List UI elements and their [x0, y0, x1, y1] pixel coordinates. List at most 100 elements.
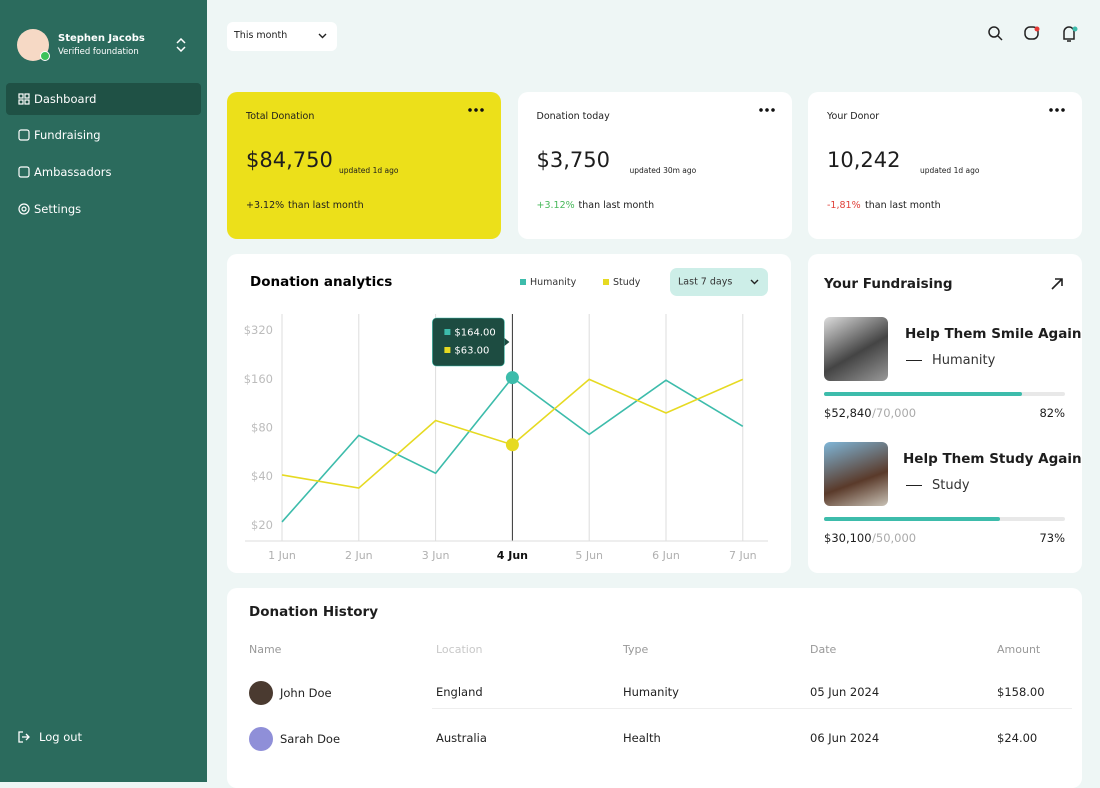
- fundraising-card: Your Fundraising Help Them Smile Again Hu…: [808, 254, 1082, 573]
- cell: 06 Jun 2024: [810, 731, 880, 745]
- cell: $158.00: [997, 685, 1045, 699]
- pulse-icon: [906, 480, 922, 492]
- range: Last 7 days: [678, 277, 732, 288]
- stat-change: +3.12%: [536, 200, 575, 211]
- x-tick-label: 3 Jun: [422, 549, 450, 562]
- column-header: Amount: [997, 643, 1041, 656]
- open-icon[interactable]: [1050, 277, 1064, 291]
- range-select[interactable]: [670, 268, 768, 296]
- progress-bar: [824, 392, 1022, 396]
- analytics-card: [227, 254, 791, 573]
- chevron: [750, 279, 759, 285]
- y-tick-label: $40: [251, 469, 273, 483]
- active-point: [505, 371, 519, 385]
- cell: 05 Jun 2024: [810, 685, 880, 699]
- campaign-category: Study: [932, 478, 970, 493]
- column-header: Name: [249, 643, 282, 656]
- progress-track: [824, 517, 1065, 521]
- cell: England: [436, 685, 483, 699]
- nav-item[interactable]: Fundraising: [34, 128, 101, 142]
- tooltip-arrow: [504, 338, 510, 346]
- nav-item[interactable]: Dashboard: [6, 83, 201, 115]
- raised: $30,100: [824, 531, 872, 545]
- x-tick-label: 4 Jun: [497, 549, 528, 562]
- more-icon[interactable]: [1048, 105, 1066, 115]
- nav-icons: [18, 93, 30, 215]
- stat-updated: updated 1d ago: [920, 166, 980, 175]
- active-point: [505, 438, 519, 452]
- logout-icon: [18, 731, 30, 743]
- goal: /50,000: [872, 531, 917, 545]
- history-card: Donation History Name Location Type Date Amo…: [227, 588, 1082, 788]
- sidebar: Stephen Jacobs Verified foundation Dashb…: [0, 0, 207, 782]
- donor-avatar: [249, 727, 273, 751]
- stat-updated: updated 1d ago: [339, 166, 399, 175]
- status-dot: [40, 51, 50, 61]
- stat-card: Donation today $3,750 updated 30m ago +3.12…: [517, 92, 792, 239]
- history-title: Donation History: [249, 604, 379, 620]
- user-role: Verified foundation: [58, 47, 139, 57]
- tooltip-label: $164.00: [454, 328, 495, 339]
- stat-title: Your Donor: [827, 111, 880, 122]
- chart-title: Donation analytics: [250, 274, 392, 290]
- row-divider: [432, 708, 1072, 709]
- nav-item[interactable]: Settings: [34, 202, 82, 216]
- stat-card: Total Donation $84,750 updated 1d ago +3.12…: [227, 92, 501, 239]
- period: This month: [234, 30, 288, 41]
- cell: Health: [623, 731, 661, 745]
- x-tick-label: 5 Jun: [575, 549, 603, 562]
- y-tick-label: $20: [251, 518, 273, 532]
- tooltip: [432, 317, 505, 367]
- period-select[interactable]: This month: [227, 22, 337, 51]
- cell: $24.00: [997, 731, 1038, 745]
- user-name: Stephen Jacobs: [58, 33, 145, 44]
- column-header: Location: [436, 643, 483, 656]
- goal: /70,000: [872, 406, 917, 420]
- progress-label: 73%: [1039, 531, 1065, 545]
- cell: John Doe: [280, 686, 332, 700]
- progress-label: 82%: [1039, 406, 1065, 420]
- column-header: Type: [623, 643, 649, 656]
- campaign-image: [824, 442, 888, 506]
- progress-track: [824, 392, 1065, 396]
- campaign-category: Humanity: [932, 353, 996, 368]
- legend-swatch: [603, 279, 609, 285]
- donor-avatar: [249, 681, 273, 705]
- legend-label: Study: [613, 277, 641, 288]
- fundraising-title: Your Fundraising: [824, 276, 953, 292]
- tooltip-swatch: [444, 347, 451, 353]
- campaign-image: [824, 317, 888, 381]
- more-icon[interactable]: [467, 105, 485, 115]
- campaign-title: Help Them Study Again: [903, 451, 1082, 467]
- x-tick-label: 6 Jun: [652, 549, 680, 562]
- raised: $52,840: [824, 406, 872, 420]
- tooltip-swatch: [444, 329, 451, 335]
- chart: Donation analytics Last 7 days Humanity S…: [244, 268, 768, 562]
- stat-note: than last month: [578, 200, 655, 211]
- stat-value: $3,750: [536, 148, 610, 172]
- progress-bar: [824, 517, 1000, 521]
- cell: Humanity: [623, 685, 679, 699]
- column-header: Date: [810, 643, 837, 656]
- x-tick-label: 1 Jun: [268, 549, 296, 562]
- stat-title: Donation today: [536, 111, 610, 122]
- campaign-title: Help Them Smile Again: [905, 326, 1082, 342]
- legend-label: Humanity: [530, 277, 577, 288]
- stat-value: $84,750: [246, 148, 333, 172]
- more-icon[interactable]: [757, 105, 776, 115]
- legend-swatch: [520, 279, 526, 285]
- nav-item[interactable]: Ambassadors: [34, 165, 112, 179]
- stat-change: -1,81%: [827, 200, 861, 211]
- cell: Sarah Doe: [280, 732, 341, 746]
- y-tick-label: $320: [244, 323, 273, 337]
- switch-icon[interactable]: [175, 38, 187, 52]
- logout[interactable]: Log out: [39, 730, 83, 744]
- top-icons: [988, 26, 1078, 42]
- stat-note: than last month: [865, 200, 941, 211]
- stat-note: than last month: [288, 200, 364, 211]
- stat-card: Your Donor 10,242 updated 1d ago -1,81% than…: [808, 92, 1082, 239]
- y-tick-label: $160: [244, 372, 273, 386]
- stat-title: Total Donation: [246, 111, 315, 122]
- stat-value: 10,242: [827, 148, 901, 172]
